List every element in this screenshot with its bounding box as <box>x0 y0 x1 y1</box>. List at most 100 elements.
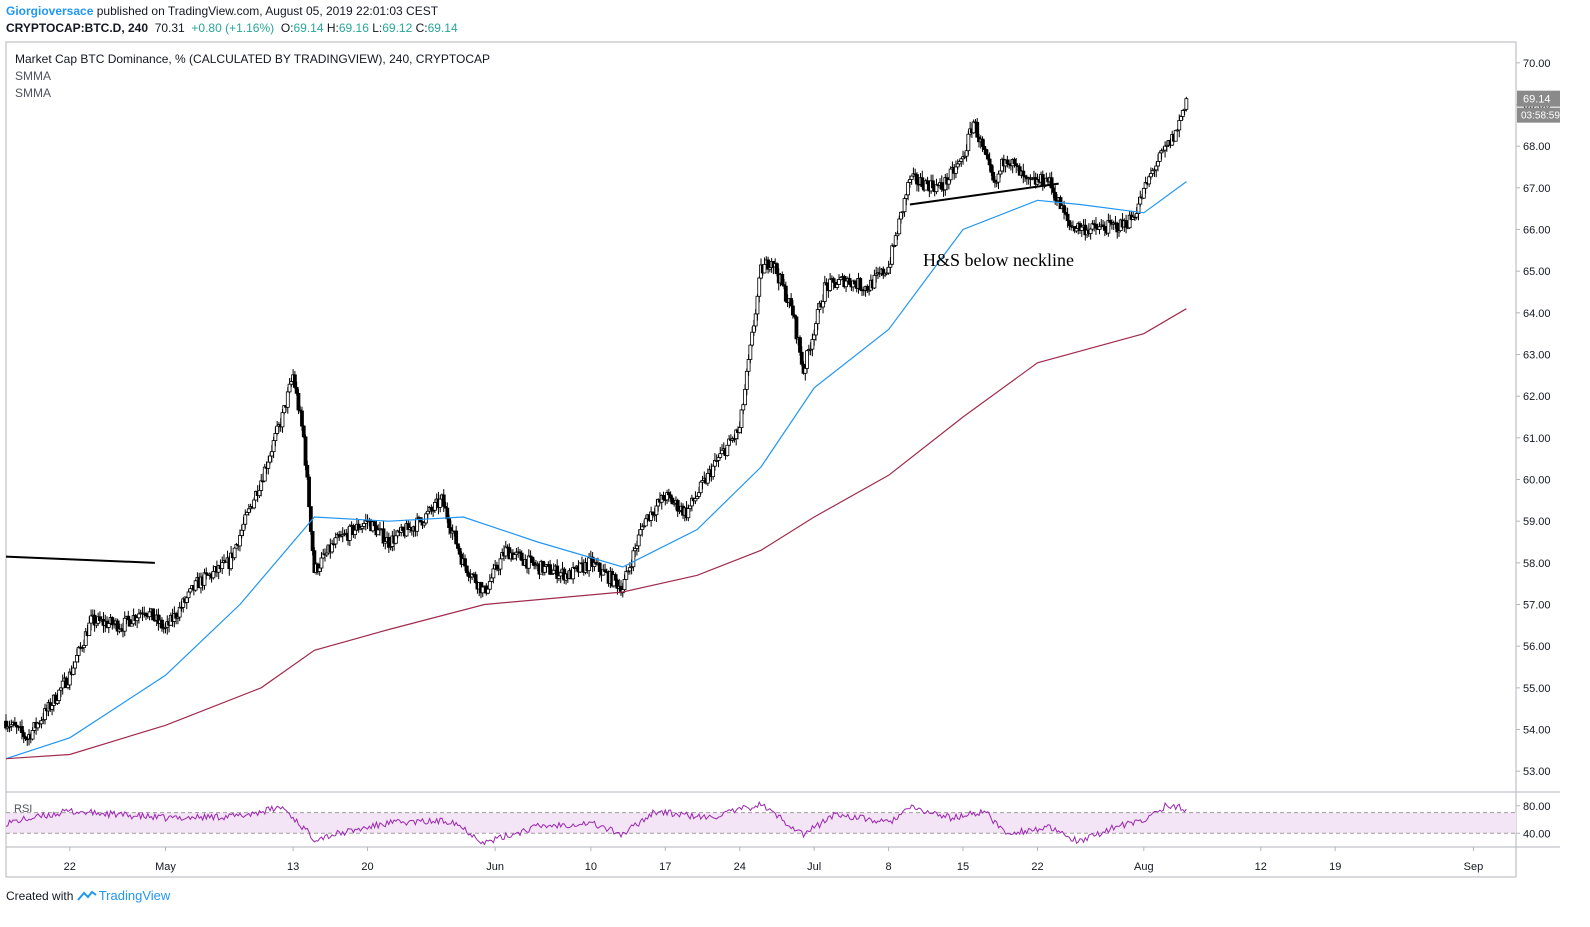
candle <box>858 278 863 291</box>
candle <box>989 164 994 173</box>
candle <box>50 705 54 710</box>
candle <box>1149 173 1153 178</box>
candle <box>984 149 988 156</box>
x-tick-label: 17 <box>659 861 671 873</box>
candle <box>1079 226 1084 231</box>
candle <box>902 198 907 213</box>
rsi-tick-label: 40.00 <box>1523 828 1551 840</box>
candle <box>71 667 76 675</box>
candle <box>996 173 1001 183</box>
y-tick-label: 64.00 <box>1523 308 1551 320</box>
candle <box>243 514 248 525</box>
candle <box>920 177 925 188</box>
candle <box>975 121 980 138</box>
candle <box>955 163 960 168</box>
candle <box>530 556 535 563</box>
ohlc-close: 69.14 <box>427 21 458 35</box>
candle <box>126 615 131 621</box>
candle <box>810 339 815 350</box>
candle <box>445 507 450 520</box>
candle <box>946 179 951 185</box>
candle <box>668 494 673 499</box>
candle <box>526 555 531 569</box>
neckline <box>909 182 1059 206</box>
candle <box>73 661 78 669</box>
candle <box>686 508 691 519</box>
candle <box>319 557 324 569</box>
candle <box>491 568 496 579</box>
candle <box>815 309 820 325</box>
candle <box>457 548 462 555</box>
ohlc-open: 69.14 <box>293 21 324 35</box>
candle <box>317 567 322 572</box>
publish-info: Giorgioversace published on TradingView.… <box>6 3 438 19</box>
chart-legend: Market Cap BTC Dominance, % (CALCULATED … <box>15 51 490 102</box>
candle <box>783 285 788 302</box>
candle <box>135 617 140 622</box>
ohlc-o-label: O: <box>280 21 294 35</box>
candle <box>954 166 958 174</box>
candle <box>750 331 755 346</box>
y-tick-label: 60.00 <box>1523 475 1551 487</box>
x-tick-label: Jun <box>486 861 504 873</box>
candle <box>853 280 857 285</box>
candle <box>301 425 306 438</box>
countdown-tag <box>1517 107 1560 123</box>
ohlc-l-label: L: <box>372 21 383 35</box>
candle <box>705 472 710 484</box>
candle <box>762 263 767 274</box>
candle <box>775 263 779 275</box>
candle <box>906 182 911 196</box>
y-tick-label: 54.00 <box>1523 725 1551 737</box>
ohlc-high: 69.16 <box>338 21 369 35</box>
published-text: published on TradingView.com, August 05,… <box>96 4 439 18</box>
candle <box>698 481 703 494</box>
candle <box>980 138 985 147</box>
y-tick-label: 67.00 <box>1523 183 1551 195</box>
candle <box>30 730 35 740</box>
candle <box>542 566 547 573</box>
candle <box>432 502 437 511</box>
author-link[interactable]: Giorgioversace <box>6 4 94 18</box>
candle <box>985 154 990 160</box>
candle <box>814 323 818 336</box>
candle <box>964 150 969 157</box>
candle <box>473 574 478 583</box>
candle <box>280 412 285 428</box>
candle <box>1154 165 1159 171</box>
candle <box>333 537 338 545</box>
symbol-info: CRYPTOCAP:BTC.D, 240 70.31 +0.80 (+1.16%… <box>6 20 458 36</box>
candle <box>1147 176 1152 185</box>
countdown-value: 03:58:59 <box>1521 111 1560 122</box>
tradingview-brand-link[interactable]: TradingView <box>98 888 171 903</box>
x-tick-label: 13 <box>287 861 299 873</box>
candle <box>463 558 467 567</box>
candle <box>835 284 840 288</box>
y-tick-label: 57.00 <box>1523 600 1551 612</box>
trendline-left <box>5 555 155 564</box>
candle <box>246 508 251 513</box>
x-tick-label: 15 <box>957 861 969 873</box>
candle <box>292 374 297 388</box>
legend-indicator-smma-fast[interactable]: SMMA <box>15 69 51 83</box>
candle <box>305 464 310 478</box>
candle <box>300 410 304 427</box>
x-tick-label: Sep <box>1464 861 1484 873</box>
candle <box>1179 116 1183 121</box>
candle <box>753 313 758 327</box>
candle <box>998 170 1003 175</box>
x-tick-label: May <box>155 861 176 873</box>
candle <box>752 325 756 333</box>
legend-indicator-smma-slow[interactable]: SMMA <box>15 86 51 100</box>
candle <box>480 586 485 594</box>
candle <box>1157 152 1162 162</box>
rsi-band <box>6 812 1516 834</box>
candle <box>1065 213 1070 221</box>
candle <box>636 534 641 547</box>
y-tick-label: 55.00 <box>1523 683 1551 695</box>
candle <box>307 476 311 507</box>
candle <box>675 499 680 512</box>
candle <box>1177 120 1182 131</box>
candle <box>872 274 877 289</box>
